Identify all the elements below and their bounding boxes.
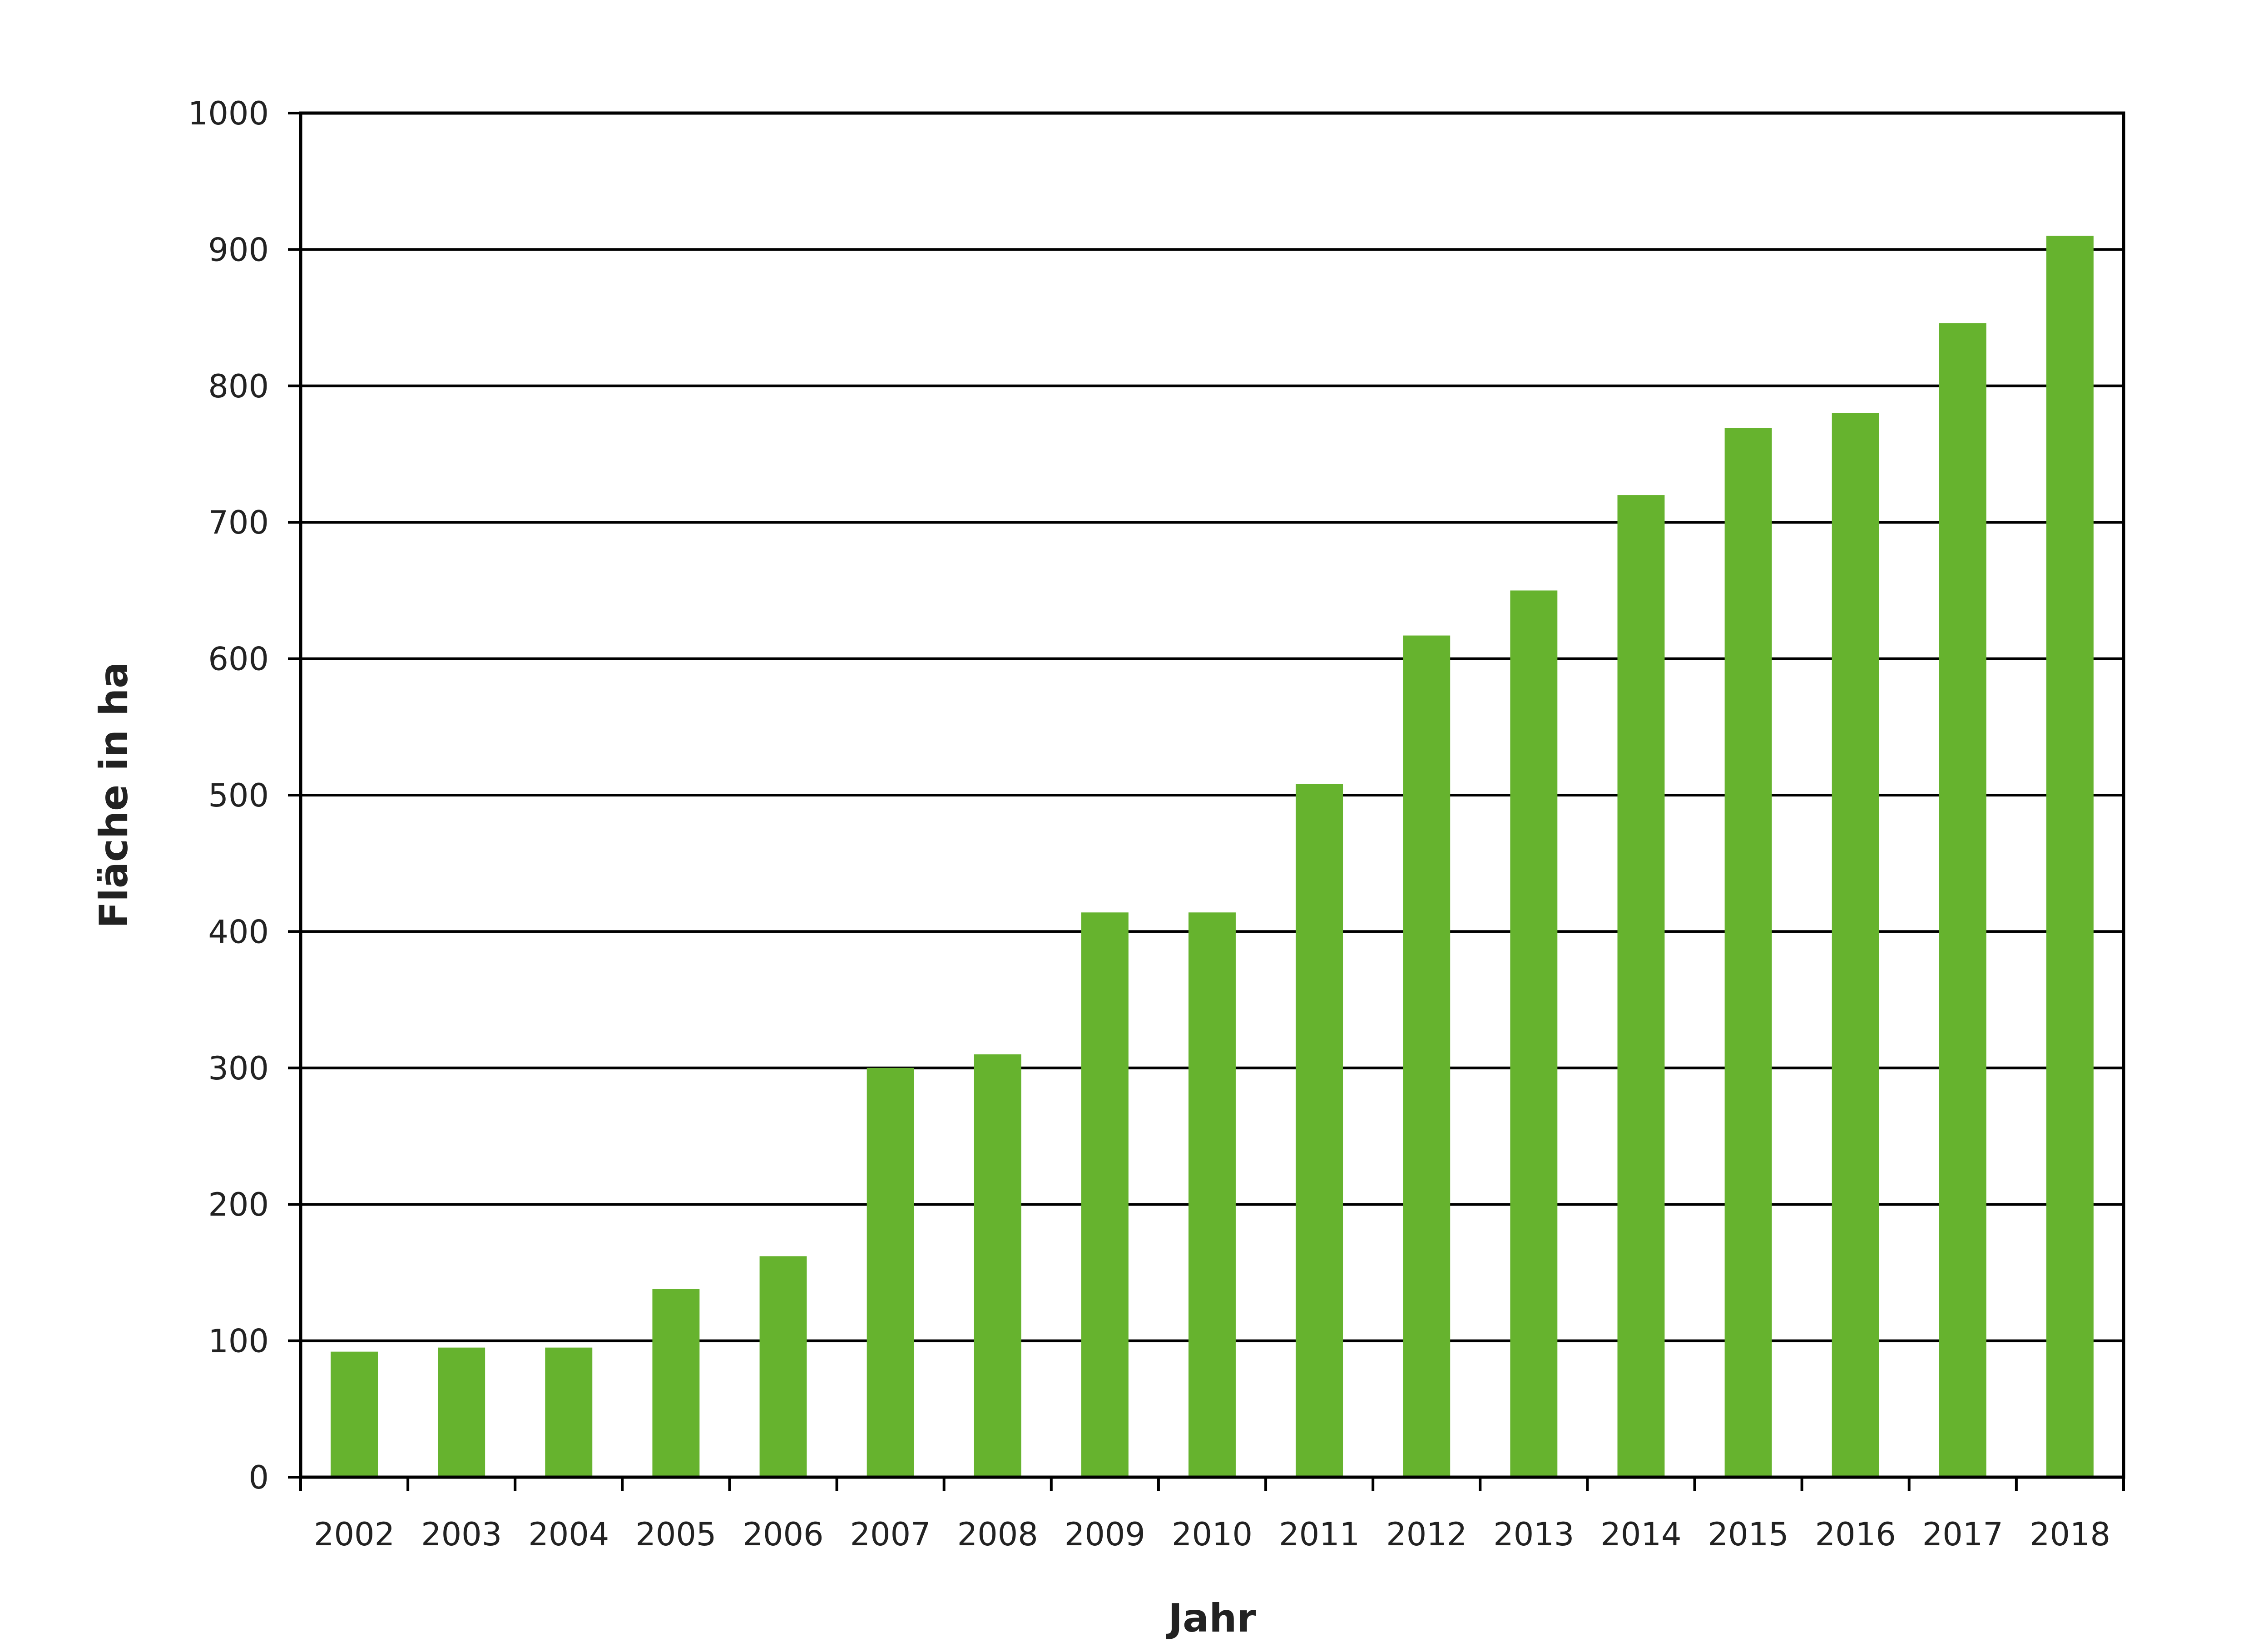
bar-2011 [1296, 784, 1343, 1477]
y-tick-label: 900 [208, 231, 269, 268]
bar-2002 [331, 1351, 378, 1477]
x-tick-label: 2003 [421, 1516, 502, 1553]
bar-2003 [438, 1347, 485, 1477]
bars [331, 236, 2094, 1478]
bar-2005 [652, 1289, 700, 1477]
bar-2017 [1939, 323, 1986, 1478]
bar-2010 [1188, 912, 1236, 1477]
bar-2015 [1724, 428, 1772, 1477]
x-tick-label: 2004 [528, 1516, 609, 1553]
x-axis-title: Jahr [1166, 1596, 1256, 1641]
y-tick-label: 500 [208, 777, 269, 814]
x-tick-label: 2006 [743, 1516, 823, 1553]
x-tick-label: 2018 [2030, 1516, 2110, 1553]
y-tick-label: 600 [208, 641, 269, 678]
bar-2012 [1403, 635, 1451, 1477]
x-tick-label: 2005 [635, 1516, 716, 1553]
bar-2008 [974, 1054, 1021, 1477]
x-tick-label: 2008 [957, 1516, 1038, 1553]
y-tick-label: 0 [248, 1459, 269, 1496]
x-axis-ticks: 2002 2003 2004 2005 2006 2007 2008 2009 2010 2011… [299, 1477, 2125, 1553]
x-tick-label: 2010 [1172, 1516, 1253, 1553]
bar-2006 [759, 1256, 807, 1477]
x-tick-label: 2015 [1708, 1516, 1789, 1553]
x-tick-label: 2007 [850, 1516, 931, 1553]
y-tick-label: 800 [208, 368, 269, 405]
x-tick-label: 2016 [1815, 1516, 1896, 1553]
x-tick-label: 2009 [1065, 1516, 1145, 1553]
y-tick-label: 100 [208, 1323, 269, 1360]
y-axis-ticks: 0 100 200 300 400 500 600 700 800 900 1000 [188, 95, 301, 1496]
bar-2018 [2046, 236, 2094, 1478]
y-axis-title: Fläche in ha [91, 662, 137, 929]
bar-2004 [545, 1347, 593, 1477]
gridlines [301, 248, 2124, 1342]
x-tick-label: 2013 [1493, 1516, 1574, 1553]
y-tick-label: 1000 [188, 95, 269, 132]
bar-2009 [1081, 912, 1129, 1477]
y-tick-label: 200 [208, 1186, 269, 1223]
bar-2007 [867, 1068, 914, 1477]
x-tick-label: 2014 [1600, 1516, 1681, 1553]
bar-2013 [1510, 590, 1558, 1477]
y-tick-label: 400 [208, 913, 269, 950]
x-tick-label: 2012 [1386, 1516, 1467, 1553]
x-tick-label: 2002 [314, 1516, 395, 1553]
bar-2016 [1832, 413, 1879, 1478]
y-tick-label: 300 [208, 1050, 269, 1087]
y-tick-label: 700 [208, 504, 269, 541]
x-tick-label: 2017 [1922, 1516, 2003, 1553]
bar-2014 [1617, 495, 1665, 1477]
x-tick-label: 2011 [1279, 1516, 1360, 1553]
